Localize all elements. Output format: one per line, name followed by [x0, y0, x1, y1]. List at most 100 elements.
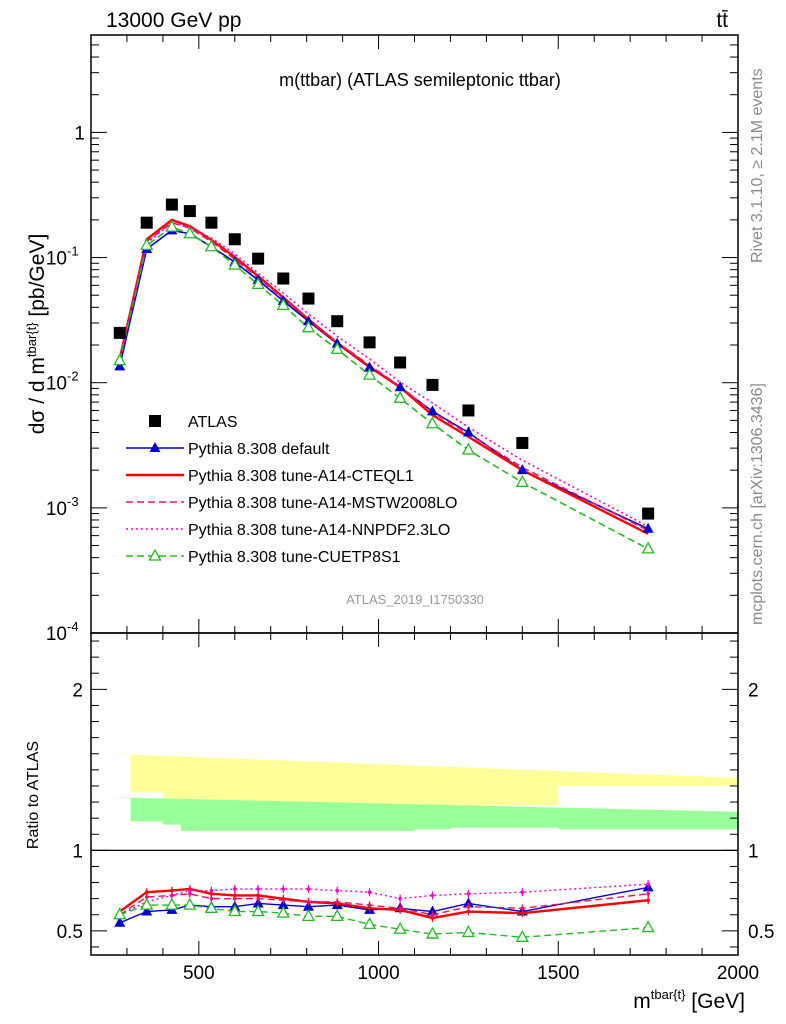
ratio-tick-label-right: 2 — [748, 680, 759, 701]
y-tick-label-upper: 10 — [46, 624, 67, 645]
ratio-point-cuetp8s1 — [461, 925, 476, 938]
ratio-point-default — [114, 916, 126, 927]
series-line-3 — [118, 221, 649, 532]
data-point-atlas — [642, 507, 655, 520]
data-point-cuetp8s1 — [140, 238, 154, 251]
ratio-point — [367, 890, 372, 895]
y-axis-label-upper-group: dσ / d mtbar{t} [pb/GeV] — [24, 234, 49, 435]
ratio-point — [430, 893, 435, 898]
ratio-point — [646, 882, 650, 886]
legend: ATLAS Pythia 8.308 default Pythia 8.308 tu… — [126, 414, 457, 566]
data-point-cuetp8s1 — [183, 226, 197, 239]
ratio-point-cuetp8s1 — [515, 929, 529, 942]
ratio-point — [367, 903, 372, 907]
chart-title: m(ttbar) (ATLAS semileptonic ttbar) — [279, 70, 561, 90]
ratio-point — [520, 911, 525, 915]
ratio-line-0 — [119, 886, 649, 924]
y-tick-label-upper: 10 — [46, 499, 67, 520]
ratio-line-1 — [119, 887, 649, 920]
ratio-point-cuetp8s1 — [113, 907, 127, 920]
y-axis-label-ratio: Ratio to ATLAS — [25, 741, 42, 849]
ratio-point — [466, 909, 471, 914]
data-point-atlas — [205, 216, 218, 229]
data-point-atlas — [113, 326, 126, 339]
legend-label-4: Pythia 8.308 tune-A14-NNPDF2.3LO — [188, 522, 450, 539]
x-label-end: [GeV] — [685, 990, 745, 1013]
ratio-point — [335, 900, 340, 904]
y-tick-label-upper: 1 — [74, 123, 85, 144]
y-tick-exponent-upper: -3 — [67, 494, 79, 509]
ratio-point-cuetp8s1 — [393, 921, 407, 934]
ratio-point-cuetp8s1 — [204, 900, 219, 913]
ratio-point-cuetp8s1 — [641, 920, 655, 933]
y-label-sup: tbar{t} — [24, 322, 39, 357]
ratio-point — [306, 887, 311, 891]
ratio-point — [144, 890, 149, 895]
data-point-default — [302, 315, 314, 326]
y-tick-exponent-upper: -1 — [67, 244, 79, 259]
ratio-point-cuetp8s1 — [140, 897, 154, 910]
x-tick-label: 500 — [183, 963, 215, 984]
data-point-default — [394, 381, 406, 392]
ratio-point — [232, 896, 237, 901]
ratio-line-2 — [119, 893, 649, 916]
data-point-default — [364, 361, 376, 372]
legend-label-2: Pythia 8.308 tune-A14-CTEQL1 — [188, 468, 414, 485]
y-axis-label-upper-text: dσ / d mtbar{t} [pb/GeV] — [24, 234, 49, 435]
data-point-atlas — [363, 336, 376, 349]
ratio-point — [466, 892, 471, 896]
analysis-tag: ATLAS_2019_I1750330 — [346, 592, 484, 607]
ratio-point-cuetp8s1 — [165, 897, 179, 910]
ratio-point-cuetp8s1 — [330, 909, 344, 922]
ratio-point — [398, 906, 402, 911]
ratio-tick-label-left: 1 — [72, 841, 83, 862]
legend-marker-cuetp8s1 — [148, 548, 162, 561]
ratio-point — [646, 898, 650, 903]
x-label-base: m — [633, 990, 651, 1013]
ratio-point-cuetp8s1 — [362, 917, 377, 930]
ratio-point-default — [462, 897, 474, 908]
y-label-base: dσ / d m — [26, 357, 49, 434]
data-point-cuetp8s1 — [204, 239, 219, 252]
data-point-cuetp8s1 — [228, 257, 242, 270]
data-point-cuetp8s1 — [301, 320, 316, 333]
ratio-point — [209, 896, 214, 901]
data-point-cuetp8s1 — [330, 341, 344, 354]
data-point-default — [114, 360, 126, 371]
x-tick-label: 2000 — [717, 963, 759, 984]
data-point-default — [426, 405, 438, 416]
legend-label-0: ATLAS — [188, 414, 238, 431]
ratio-point — [520, 890, 525, 895]
ratio-point — [306, 900, 311, 904]
series-line-2 — [118, 218, 649, 535]
data-point-atlas — [140, 216, 153, 229]
ratio-point — [335, 888, 340, 893]
data-point-atlas — [165, 198, 178, 211]
data-point-atlas — [183, 205, 196, 218]
ratio-series — [113, 880, 655, 942]
y-tick-label-upper: 10 — [46, 374, 67, 395]
upper-series — [113, 198, 655, 554]
x-tick-label: 1000 — [357, 963, 399, 984]
data-point-cuetp8s1 — [113, 353, 127, 366]
data-point-atlas — [252, 252, 265, 265]
ratio-line-4 — [119, 904, 649, 938]
ratio-point — [466, 904, 471, 909]
data-point-atlas — [462, 404, 475, 417]
data-point-atlas — [228, 233, 241, 246]
upper-frame — [90, 34, 739, 634]
data-point-atlas — [516, 436, 529, 449]
ratio-point-default — [141, 905, 153, 916]
upper-panel: 10 -410 -310 -210 -11 m(ttbar) (ATLAS semile… — [24, 34, 739, 645]
upper-ticks: 10 -410 -310 -210 -11 — [46, 34, 739, 645]
ratio-line-3 — [119, 883, 649, 916]
ratio-point — [188, 888, 192, 893]
y-label-end: [pb/GeV] — [26, 234, 49, 323]
data-point-cuetp8s1 — [641, 541, 655, 554]
header-process: tt̄ — [716, 9, 728, 32]
ratio-tick-label-right: 1 — [748, 841, 759, 862]
mcplots-label: mcplots.cern.ch [arXiv:1306.3436] — [749, 383, 766, 625]
series-line-5 — [118, 226, 649, 550]
ratio-point-cuetp8s1 — [228, 904, 242, 917]
